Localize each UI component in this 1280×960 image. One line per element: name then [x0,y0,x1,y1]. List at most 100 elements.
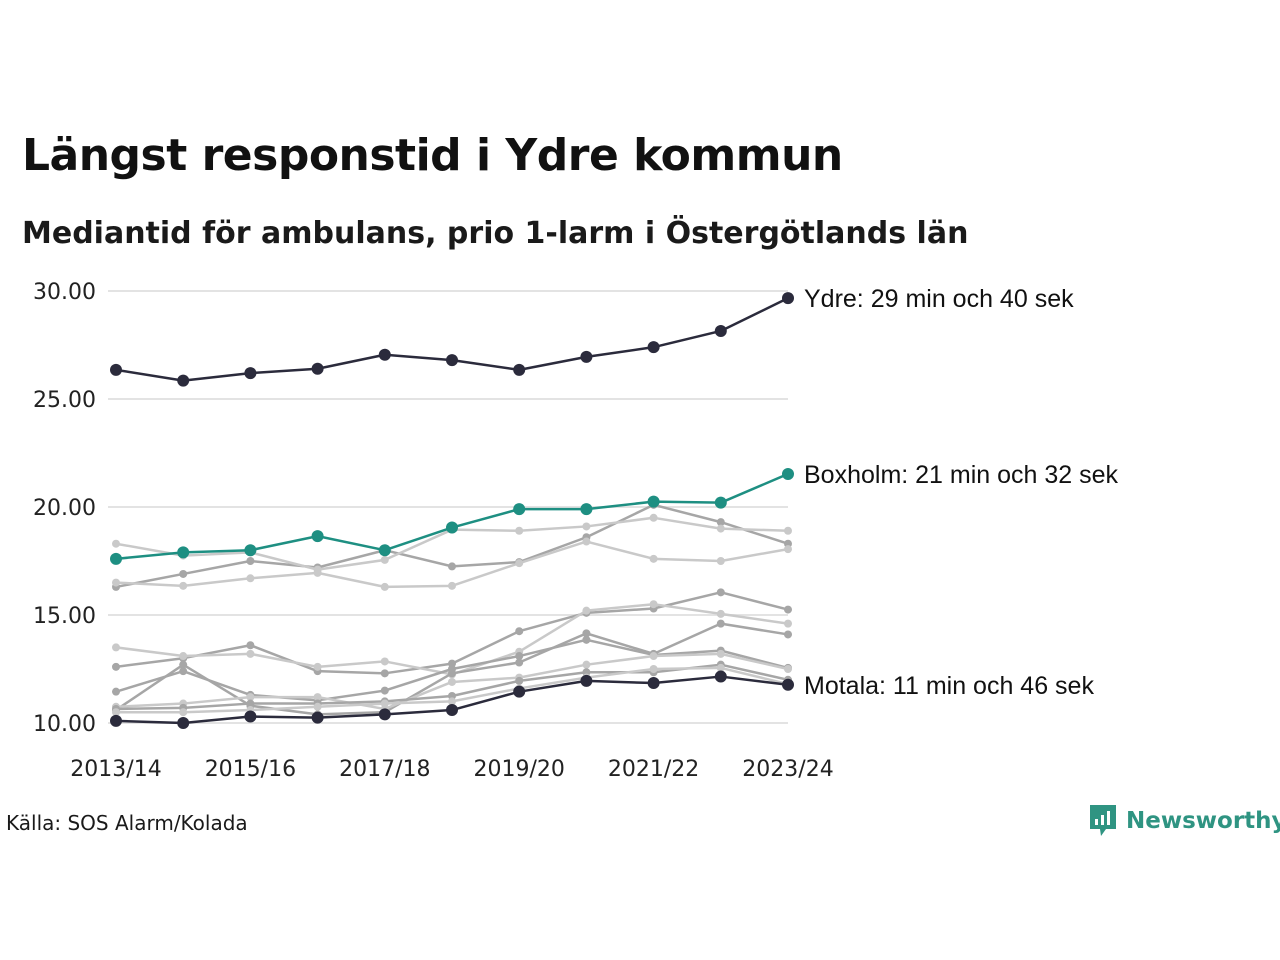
background-series-point [448,665,456,673]
background-series-point [515,676,524,685]
series-motala-point [513,685,526,698]
series-ydre-point [244,367,257,380]
series-motala-point [714,670,727,683]
source-note: Källa: SOS Alarm/Kolada [6,811,248,835]
background-series-point [716,557,725,565]
background-series-point [448,562,456,571]
background-series-point [716,619,725,628]
background-series-point [784,619,792,628]
background-series-point [582,660,591,669]
series-boxholm-point [378,544,391,557]
series-boxholm-point [714,496,727,509]
series-motala-point [446,704,458,717]
background-series-point [784,526,792,535]
background-series-point [582,629,591,638]
y-tick-label: 30.00 [33,280,96,305]
background-series-point [716,663,725,672]
background-series-point [313,568,322,577]
series-motala-point [782,678,794,691]
background-series-point [649,513,658,522]
background-series-point [380,686,389,695]
series-boxholm-point [513,503,526,516]
background-series-point [112,687,120,696]
background-series-point [112,578,120,587]
x-tick-label: 2015/16 [205,757,296,782]
background-series-point [246,574,255,583]
series-ydre-point [378,348,391,361]
series-ydre-point [714,324,727,337]
background-series-point [649,554,658,563]
x-tick-label: 2023/24 [742,757,833,782]
series-motala-point [378,708,391,721]
background-series-point [582,606,591,615]
series-boxholm-point [110,552,122,565]
series-ydre-point [110,363,122,376]
background-series-point [179,667,188,676]
series-ydre-point [647,341,660,354]
background-series-point [380,582,389,591]
chart-title: Längst responstid i Ydre kommun [22,130,843,181]
series-boxholm-point [311,530,324,543]
series-ydre-label: Ydre: 29 min och 40 sek [804,285,1074,313]
x-tick-label: 2017/18 [339,757,430,782]
series-boxholm-point [177,546,190,559]
series-motala-point [580,674,593,687]
background-series-point [515,652,524,661]
background-series-point [515,559,524,568]
series-boxholm-point [647,495,660,508]
series-boxholm-point [446,521,458,534]
background-series-point [716,609,725,618]
brand-name: Newsworthy [1126,808,1280,834]
background-series-point [716,518,725,527]
background-series-point [313,693,322,702]
background-series-point [246,557,255,565]
background-series-point [515,526,524,535]
background-series-point [649,665,658,673]
y-tick-label: 20.00 [33,496,96,521]
background-series-point [582,522,591,531]
series-ydre-point [580,350,593,363]
background-series-point [784,605,792,614]
background-series-point [716,524,725,533]
background-series-point [448,677,456,686]
series-motala-label: Motala: 11 min och 46 sek [804,672,1094,700]
series-boxholm-point [244,544,257,557]
series-motala-point [177,717,190,729]
chart-subtitle: Mediantid för ambulans, prio 1-larm i Ös… [22,216,969,251]
background-series-point [380,555,389,564]
series-ydre-point [446,354,458,367]
y-tick-label: 10.00 [33,712,96,737]
background-series-point [179,652,188,661]
background-series-point [112,643,120,652]
background-series-point [112,539,120,548]
y-tick-label: 15.00 [33,604,96,629]
background-series-point [313,702,322,711]
series-motala-point [647,677,660,690]
background-series-point [246,699,255,708]
background-series-point [515,658,524,667]
background-series-point [246,641,255,650]
background-series-point [112,708,120,717]
series-motala-point [244,710,257,723]
series-boxholm-point [580,503,593,516]
background-series-point [313,662,322,671]
background-series-point [784,630,792,639]
x-tick-label: 2021/22 [608,757,699,782]
background-series-point [179,581,188,590]
background-series-point [784,665,792,673]
background-series-point [179,708,188,717]
background-series-point [582,635,591,644]
series-motala-point [311,711,324,724]
background-series-point [716,649,725,658]
series-ydre-line [115,297,789,382]
background-series-line [115,503,789,589]
background-series-point [582,537,591,546]
series-motala-point [110,714,122,727]
series-boxholm-line [115,472,789,561]
background-series-point [246,693,255,702]
background-series-point [515,627,524,636]
background-series-point [716,588,725,597]
background-series-point [179,569,188,578]
background-series-point [649,652,658,661]
